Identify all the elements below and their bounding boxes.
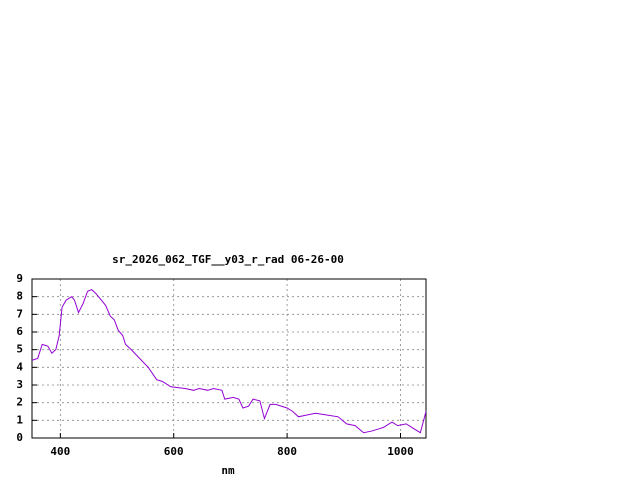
chart-title: sr_2026_062_TGF__y03_r_rad 06-26-00 (112, 253, 344, 266)
y-tick-label: 6 (16, 325, 23, 338)
x-tick-label: 600 (164, 445, 184, 458)
y-tick-label: 4 (16, 360, 23, 373)
x-tick-label: 400 (50, 445, 70, 458)
y-tick-label: 1 (16, 413, 23, 426)
x-axis-label: nm (221, 464, 235, 477)
data-line (31, 289, 427, 434)
y-tick-label: 5 (16, 343, 23, 356)
y-tick-label: 7 (16, 307, 23, 320)
y-tick-label: 3 (16, 378, 23, 391)
x-tick-label: 800 (277, 445, 297, 458)
plot-frame (31, 278, 427, 439)
y-tick-label: 8 (16, 290, 23, 303)
y-tick-label: 2 (16, 396, 23, 409)
y-tick-label: 9 (16, 272, 23, 285)
x-tick-label: 1000 (387, 445, 414, 458)
y-tick-label: 0 (16, 431, 23, 444)
